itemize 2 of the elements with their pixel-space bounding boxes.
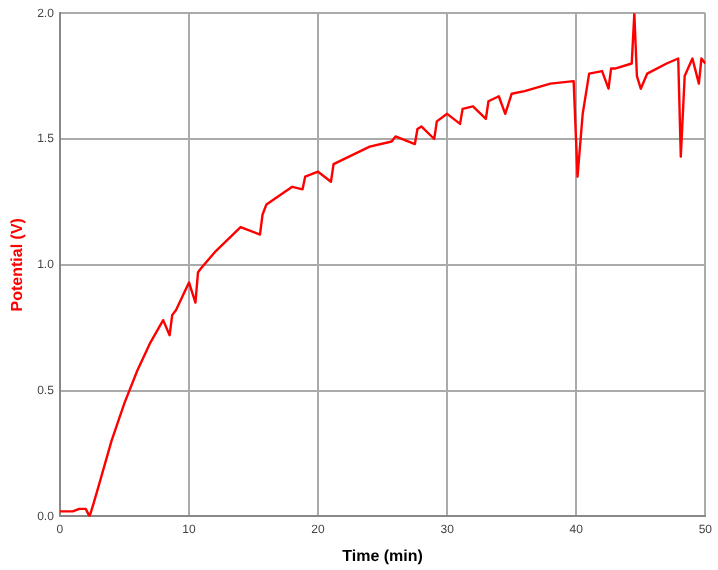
x-axis-title: Time (min) [342, 546, 424, 565]
y-axis-title: Potential (V) [8, 217, 27, 312]
